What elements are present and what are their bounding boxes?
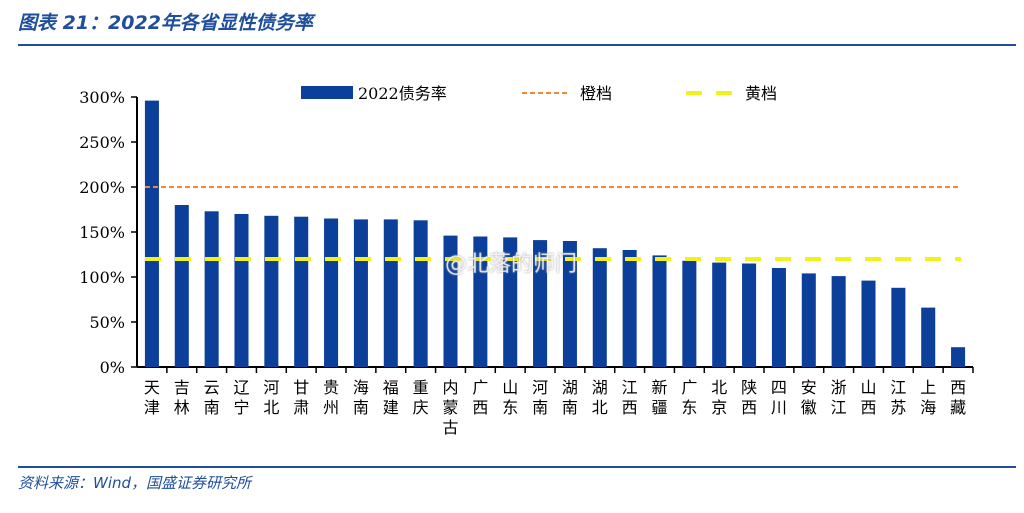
- x-tick-label: 浙江: [831, 378, 847, 417]
- y-tick-label: 300%: [79, 88, 125, 107]
- x-tick-label: 福建: [383, 378, 399, 417]
- bar-浙江: [831, 276, 846, 367]
- bar-重庆: [413, 220, 428, 367]
- legend-swatch-bar: [301, 86, 353, 99]
- y-tick-label: 150%: [79, 223, 125, 242]
- x-tick-label: 河北: [263, 378, 279, 417]
- legend-label-orange: 橙档: [580, 84, 612, 103]
- bar-吉林: [174, 205, 189, 367]
- x-tick-label: 江苏: [890, 378, 906, 417]
- bar-江苏: [891, 287, 906, 367]
- watermark: @北落的师门: [445, 252, 578, 277]
- bar-湖北: [592, 248, 607, 367]
- x-tick-label: 广西: [472, 378, 488, 417]
- x-tick-label: 内蒙古: [442, 378, 458, 437]
- bar-天津: [144, 100, 159, 367]
- x-tick-label: 湖北: [592, 378, 608, 417]
- y-tick-label: 50%: [89, 313, 125, 332]
- y-tick-label: 0%: [100, 358, 125, 377]
- x-tick-label: 重庆: [413, 378, 429, 417]
- bar-西藏: [951, 347, 966, 367]
- y-tick-label: 250%: [79, 133, 125, 152]
- bar-湖南: [562, 241, 577, 367]
- bar-上海: [921, 307, 936, 367]
- source-note: 资料来源：Wind，国盛证券研究所: [18, 474, 252, 492]
- bar-安徽: [801, 273, 816, 367]
- x-tick-label: 天津: [144, 378, 160, 417]
- bar-山东: [503, 237, 518, 367]
- bar-河北: [264, 215, 279, 367]
- bar-贵州: [324, 218, 339, 367]
- legend-label-bar: 2022债务率: [358, 84, 447, 103]
- bar-辽宁: [234, 214, 249, 367]
- bar-内蒙古: [443, 235, 458, 367]
- bar-江西: [622, 250, 637, 367]
- bar-河南: [533, 240, 548, 367]
- bar-甘肃: [294, 216, 309, 367]
- x-tick-label: 甘肃: [293, 378, 309, 417]
- x-tick-label: 山西: [860, 378, 876, 417]
- header-divider: [18, 44, 1016, 46]
- bar-四川: [771, 268, 786, 367]
- bar-新疆: [652, 255, 667, 367]
- x-tick-label: 山东: [502, 378, 518, 417]
- x-tick-label: 西藏: [950, 378, 966, 417]
- footer-divider: [18, 466, 1016, 468]
- x-tick-label: 吉林: [174, 378, 190, 417]
- x-tick-label: 云南: [204, 378, 220, 417]
- x-tick-label: 贵州: [323, 378, 339, 417]
- x-tick-label: 湖南: [562, 378, 578, 417]
- x-tick-label: 北京: [711, 378, 727, 417]
- figure-title: 图表 21：2022年各省显性债务率: [18, 12, 313, 34]
- x-tick-label: 安徽: [801, 378, 817, 417]
- x-tick-label: 辽宁: [233, 378, 249, 417]
- bar-山西: [861, 280, 876, 367]
- legend-label-yellow: 黄档: [745, 84, 777, 103]
- bar-北京: [712, 262, 727, 367]
- bar-云南: [204, 211, 219, 367]
- bar-广西: [473, 236, 488, 367]
- bar-广东: [682, 260, 697, 367]
- x-tick-label: 四川: [771, 378, 787, 417]
- x-tick-label: 上海: [920, 378, 936, 417]
- x-tick-label: 陕西: [741, 378, 757, 417]
- x-tick-label: 河南: [532, 378, 548, 417]
- bar-陕西: [742, 263, 757, 367]
- y-tick-label: 200%: [79, 178, 125, 197]
- x-tick-label: 江西: [622, 378, 638, 417]
- y-tick-label: 100%: [79, 268, 125, 287]
- x-tick-label: 海南: [353, 378, 369, 417]
- bar-海南: [353, 219, 368, 367]
- x-tick-label: 广东: [681, 378, 697, 417]
- x-tick-label: 新疆: [651, 378, 667, 417]
- bar-福建: [383, 219, 398, 367]
